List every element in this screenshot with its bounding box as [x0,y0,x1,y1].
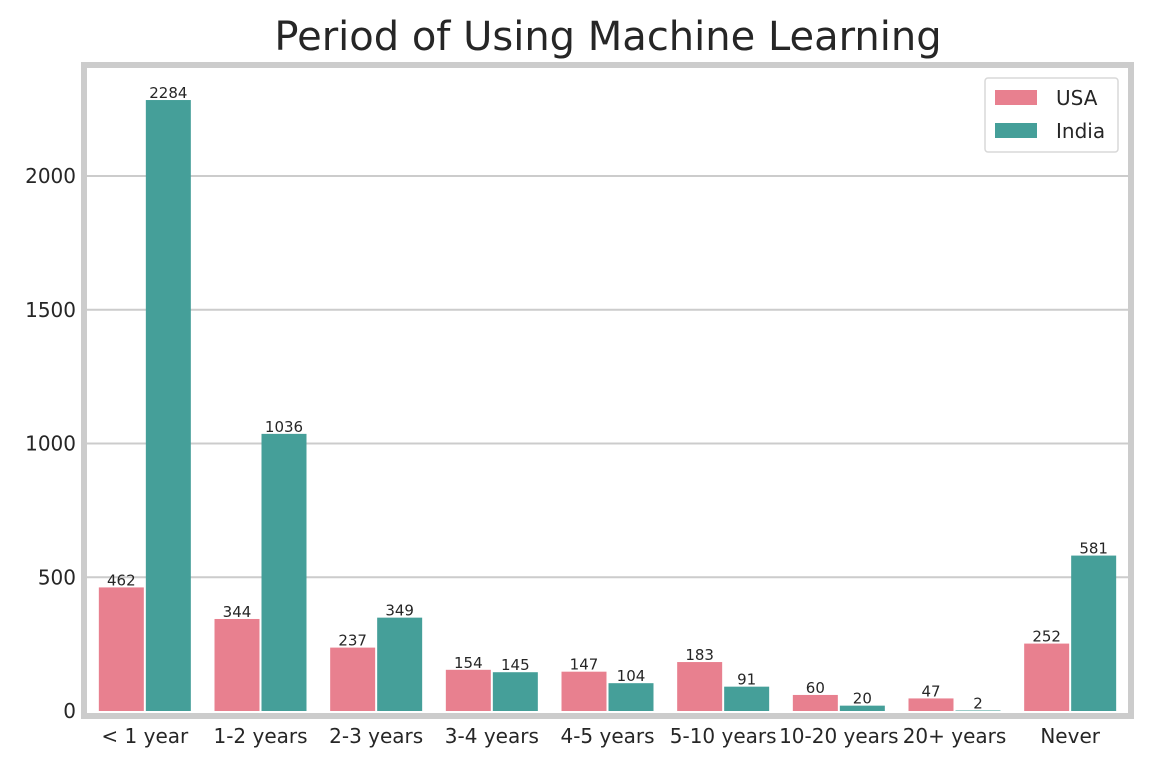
bar-usa-7 [908,698,954,711]
bar-india-4 [608,683,654,711]
x-tick-label-0: < 1 year [101,724,189,748]
bar-india-0 [145,100,191,711]
bar-india-8 [1071,555,1117,711]
bar-label-india-0: 2284 [149,84,187,102]
bar-usa-6 [792,694,838,711]
bar-usa-0 [98,587,144,711]
bar-usa-3 [445,669,491,711]
bar-label-usa-4: 147 [570,656,599,674]
y-tick-label-4: 2000 [25,164,76,188]
bar-usa-4 [561,671,607,711]
bar-label-india-4: 104 [617,667,646,685]
bar-label-usa-7: 47 [921,682,940,700]
y-tick-label-3: 1500 [25,298,76,322]
plot-frame [81,62,1134,719]
bar-label-india-8: 581 [1079,540,1108,558]
bar-india-1 [261,433,307,711]
bar-label-usa-3: 154 [454,654,483,672]
bar-label-india-3: 145 [501,656,530,674]
y-tick-label-2: 1000 [25,432,76,456]
x-tick-label-1: 1-2 years [213,724,307,748]
x-tick-label-5: 5-10 years [670,724,777,748]
bar-label-usa-0: 462 [107,571,136,589]
bar-label-india-7: 2 [973,694,983,712]
legend-swatch-india [995,123,1037,138]
x-tick-label-8: Never [1040,724,1100,748]
bar-label-usa-6: 60 [806,679,825,697]
bar-india-7 [955,710,1001,711]
bar-usa-8 [1024,643,1070,711]
bar-label-india-1: 1036 [265,418,303,436]
bar-label-india-5: 91 [737,671,756,689]
bar-india-2 [377,617,423,711]
legend-label-india: India [1056,119,1105,143]
x-tick-label-3: 3-4 years [445,724,539,748]
bar-india-3 [492,672,538,711]
bar-usa-2 [330,647,376,711]
bar-india-5 [724,686,770,711]
bar-label-usa-1: 344 [223,603,252,621]
chart-title: Period of Using Machine Learning [274,14,942,60]
bar-label-india-2: 349 [385,602,414,620]
bar-usa-1 [214,618,260,711]
bar-india-6 [839,705,885,711]
x-tick-label-2: 2-3 years [329,724,423,748]
x-tick-label-7: 20+ years [903,724,1007,748]
bar-label-usa-8: 252 [1032,628,1061,646]
bar-label-usa-5: 183 [685,646,714,664]
x-tick-label-6: 10-20 years [779,724,899,748]
legend-label-usa: USA [1056,86,1098,110]
y-tick-label-1: 500 [38,565,76,589]
bar-label-usa-2: 237 [338,632,367,650]
bar-label-india-6: 20 [853,690,872,708]
x-tick-label-4: 4-5 years [560,724,654,748]
bar-usa-5 [677,662,723,711]
legend-swatch-usa [995,90,1037,105]
y-tick-label-0: 0 [63,699,76,723]
